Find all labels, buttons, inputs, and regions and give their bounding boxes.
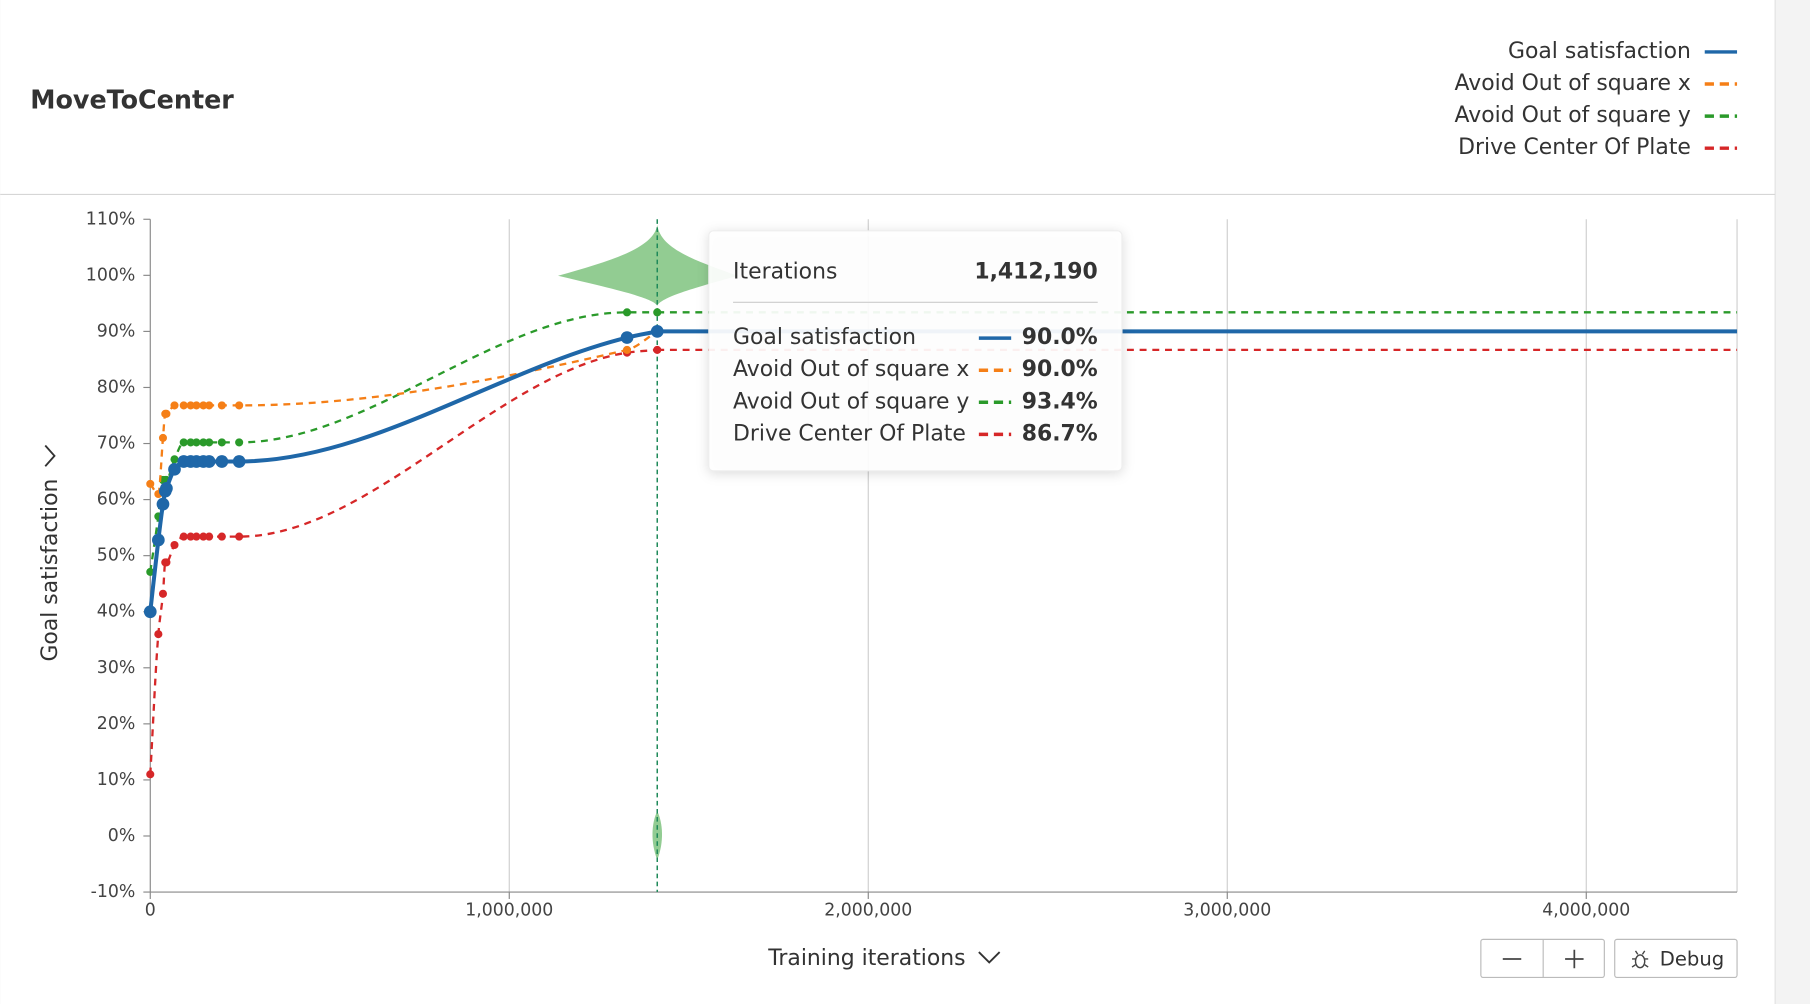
tooltip-series-name: Goal satisfaction <box>733 325 916 350</box>
y-tick-label: 80% <box>97 377 135 397</box>
data-point <box>168 462 181 476</box>
data-point <box>158 589 168 598</box>
tooltip-series-value: 93.4% <box>1022 389 1098 414</box>
data-point <box>192 532 201 541</box>
data-point <box>199 438 208 447</box>
y-tick-label: 20% <box>97 714 135 734</box>
data-point <box>217 438 226 447</box>
tooltip-label: Iterations <box>733 259 837 284</box>
tooltip-series-value: 90.0% <box>1022 325 1098 350</box>
x-tick-label: 3,000,000 <box>1183 901 1271 921</box>
x-tick-label: 0 <box>145 901 156 921</box>
legend-label: Drive Center Of Plate <box>1458 135 1691 160</box>
data-point <box>186 532 195 541</box>
data-point <box>215 455 229 468</box>
tooltip-value: 1,412,190 <box>974 259 1097 284</box>
y-tick-label: 40% <box>97 602 135 622</box>
data-point <box>158 433 168 442</box>
y-tick-label: 110% <box>86 209 135 229</box>
y-tick-label: 70% <box>97 434 135 454</box>
y-tick-label: 50% <box>97 546 135 566</box>
data-point <box>199 532 208 541</box>
data-point <box>205 401 214 410</box>
distribution-shape <box>557 225 739 306</box>
data-point <box>622 345 632 354</box>
data-point <box>205 438 214 447</box>
tooltip: Iterations 1,412,190 Goal satisfaction 90… <box>708 230 1123 472</box>
tooltip-series-name: Avoid Out of square x <box>733 357 969 382</box>
tooltip-box <box>708 230 1123 472</box>
data-point <box>151 533 165 547</box>
data-point <box>199 401 208 410</box>
plot: 0 1,000,000 2,000,000 3,000,000 4,000,000 -10… <box>86 209 1738 921</box>
data-point <box>146 479 155 488</box>
data-point <box>622 308 632 317</box>
debug-icon <box>1631 950 1649 969</box>
data-point <box>154 630 163 639</box>
data-point <box>143 605 157 619</box>
data-point <box>235 401 244 410</box>
data-point <box>232 455 246 468</box>
data-point <box>205 532 214 541</box>
data-point <box>162 558 171 567</box>
zoom-in[interactable] <box>1565 949 1584 969</box>
data-point <box>217 532 226 541</box>
debug-label[interactable]: Debug <box>1660 948 1725 971</box>
y-axis-chevron[interactable] <box>44 444 56 467</box>
debug-button[interactable] <box>1614 938 1738 979</box>
data-point <box>653 345 662 354</box>
data-point <box>170 401 179 410</box>
x-tick-label: 4,000,000 <box>1542 901 1630 921</box>
zoom-controls: Debug <box>1480 938 1738 979</box>
data-point <box>192 401 201 410</box>
y-tick-label: 30% <box>97 658 135 678</box>
data-point <box>179 438 188 447</box>
y-tick-label: 90% <box>97 321 135 341</box>
y-tick-label: 10% <box>97 770 135 790</box>
series-line <box>149 330 658 496</box>
data-point <box>179 401 188 410</box>
tooltip-series-value: 90.0% <box>1022 357 1098 382</box>
data-point <box>653 308 662 317</box>
data-point <box>156 497 170 511</box>
data-point <box>186 401 195 410</box>
data-point <box>179 532 188 541</box>
data-point <box>162 409 171 418</box>
data-point <box>186 438 195 447</box>
data-point <box>170 540 179 550</box>
data-point <box>146 770 155 779</box>
legend-label: Avoid Out of square x <box>1455 71 1691 96</box>
y-tick-label: -10% <box>91 882 136 902</box>
x-axis-chevron[interactable] <box>978 951 1001 964</box>
y-tick-label: 0% <box>108 826 135 846</box>
data-point <box>202 455 216 468</box>
data-point <box>217 401 226 410</box>
data-point <box>650 325 664 338</box>
x-axis-title[interactable]: Training iterations <box>767 946 965 971</box>
data-point <box>192 438 201 447</box>
x-tick-label: 1,000,000 <box>465 901 553 921</box>
data-point <box>620 331 634 344</box>
tooltip-series-name: Drive Center Of Plate <box>733 421 966 446</box>
legend-label: Avoid Out of square y <box>1455 103 1691 128</box>
y-axis-title[interactable]: Goal satisfaction <box>38 479 63 662</box>
data-point <box>146 567 155 576</box>
y-tick-label: 60% <box>97 490 135 510</box>
tooltip-series-name: Avoid Out of square y <box>733 389 969 414</box>
data-point <box>160 482 173 495</box>
x-tick-label: 2,000,000 <box>824 901 912 921</box>
data-point <box>170 455 179 464</box>
page-title: MoveToCenter <box>30 85 234 115</box>
data-point <box>235 532 244 541</box>
legend-label: Goal satisfaction <box>1508 39 1691 64</box>
y-tick-label: 100% <box>86 265 135 285</box>
tooltip-series-value: 86.7% <box>1022 421 1098 446</box>
data-point <box>235 438 244 447</box>
